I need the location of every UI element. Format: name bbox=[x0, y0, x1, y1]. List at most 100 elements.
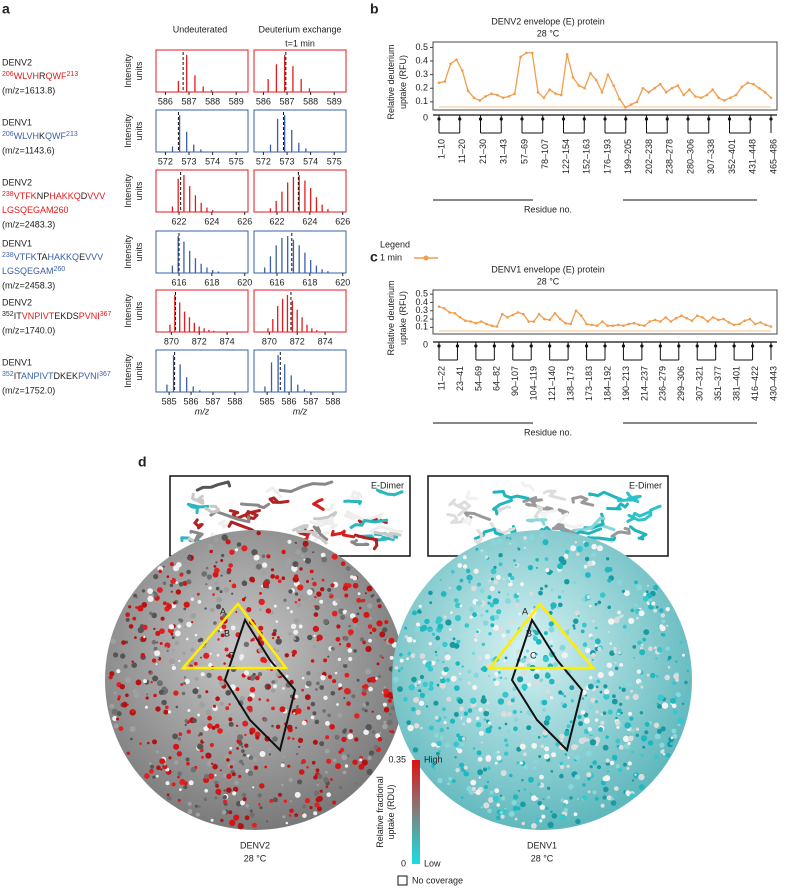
x-tick-label: 872 bbox=[290, 336, 305, 346]
surface-patch bbox=[599, 592, 606, 598]
surface-patch bbox=[547, 821, 554, 829]
surface-patch bbox=[487, 766, 491, 770]
data-point bbox=[500, 312, 504, 316]
data-point bbox=[583, 86, 586, 90]
surface-patch bbox=[349, 729, 353, 733]
surface-patch bbox=[343, 728, 347, 732]
surface-patch bbox=[617, 610, 621, 615]
panel-label: d bbox=[138, 454, 147, 470]
data-point bbox=[611, 324, 615, 327]
surface-patch bbox=[469, 615, 473, 619]
surface-patch bbox=[425, 661, 432, 669]
peptide-label: 78–107 bbox=[540, 139, 550, 169]
surface-patch bbox=[310, 659, 315, 663]
surface-patch bbox=[179, 788, 182, 791]
peptide-sequence: LGSQEGAM260 bbox=[2, 205, 69, 215]
surface-patch bbox=[471, 786, 476, 791]
surface-patch bbox=[605, 557, 610, 561]
surface-patch bbox=[302, 804, 307, 809]
spectrum-frame bbox=[155, 49, 249, 93]
surface-patch bbox=[294, 726, 298, 729]
surface-patch bbox=[521, 548, 527, 554]
surface-patch bbox=[178, 659, 181, 663]
surface-patch bbox=[406, 657, 409, 661]
surface-patch bbox=[236, 801, 242, 807]
data-point bbox=[680, 314, 683, 318]
surface-patch bbox=[173, 743, 180, 750]
surface-patch bbox=[322, 709, 326, 713]
surface-patch bbox=[281, 549, 286, 555]
surface-patch bbox=[173, 601, 177, 605]
surface-patch bbox=[496, 675, 498, 677]
surface-patch bbox=[156, 641, 159, 644]
surface-patch bbox=[660, 749, 665, 754]
surface-patch bbox=[576, 545, 583, 553]
data-point bbox=[622, 324, 625, 327]
data-point bbox=[693, 95, 697, 98]
surface-patch bbox=[171, 665, 177, 671]
surface-patch bbox=[538, 590, 543, 596]
map-dot bbox=[566, 344, 570, 348]
data-point bbox=[455, 58, 458, 61]
surface-patch bbox=[520, 582, 524, 587]
surface-patch bbox=[406, 720, 411, 725]
surface-patch bbox=[462, 555, 467, 560]
surface-patch bbox=[468, 606, 475, 613]
x-tick-label: 589 bbox=[327, 96, 342, 106]
dimer-label: E-Dimer bbox=[629, 480, 662, 490]
surface-patch bbox=[208, 662, 213, 668]
surface-patch bbox=[454, 756, 457, 759]
surface-patch bbox=[352, 617, 359, 624]
surface-patch bbox=[453, 685, 460, 691]
surface-patch bbox=[581, 690, 587, 695]
peptide-mz: (m/z=1143.6) bbox=[2, 145, 55, 155]
surface-patch bbox=[271, 680, 276, 684]
y-label-line: units bbox=[134, 121, 144, 141]
surface-patch bbox=[379, 631, 386, 638]
surface-patch bbox=[607, 630, 610, 634]
surface-patch bbox=[510, 698, 515, 703]
surface-patch bbox=[316, 681, 320, 686]
surface-patch bbox=[613, 646, 617, 651]
surface-patch bbox=[531, 742, 538, 749]
surface-patch bbox=[363, 683, 369, 690]
surface-patch bbox=[330, 583, 335, 588]
surface-patch bbox=[287, 764, 291, 768]
surface-patch bbox=[513, 726, 518, 732]
surface-patch bbox=[660, 613, 666, 618]
surface-patch bbox=[207, 715, 213, 721]
surface-patch bbox=[247, 770, 254, 777]
surface-patch bbox=[206, 574, 212, 580]
surface-patch bbox=[239, 759, 244, 764]
surface-patch bbox=[470, 697, 477, 704]
surface-patch bbox=[496, 750, 500, 754]
surface-patch bbox=[197, 734, 200, 737]
surface-patch bbox=[446, 678, 451, 683]
surface-patch bbox=[588, 703, 594, 710]
data-point bbox=[746, 81, 750, 85]
surface-patch bbox=[535, 652, 538, 656]
surface-patch bbox=[443, 720, 447, 725]
data-point bbox=[522, 312, 525, 316]
surface-patch bbox=[166, 771, 171, 775]
surface-patch bbox=[241, 545, 248, 552]
surface-patch bbox=[327, 587, 332, 593]
surface-patch bbox=[306, 589, 313, 596]
surface-patch bbox=[564, 549, 570, 555]
panel-label: a bbox=[2, 1, 10, 17]
surface-patch bbox=[585, 738, 590, 742]
surface-patch bbox=[348, 656, 353, 662]
data-point bbox=[669, 320, 673, 323]
surface-patch bbox=[228, 721, 234, 727]
surface-patch bbox=[514, 817, 518, 821]
surface-patch bbox=[434, 734, 439, 738]
y-label-line: Intensity bbox=[123, 294, 133, 328]
surface-patch bbox=[167, 710, 172, 714]
surface-patch bbox=[464, 623, 470, 628]
surface-patch bbox=[123, 664, 128, 669]
x-axis-label: m/z bbox=[195, 406, 210, 416]
surface-patch bbox=[200, 672, 205, 677]
surface-patch bbox=[259, 783, 265, 789]
y-axis-label: Intensityunits bbox=[123, 354, 144, 388]
surface-patch bbox=[413, 697, 420, 703]
